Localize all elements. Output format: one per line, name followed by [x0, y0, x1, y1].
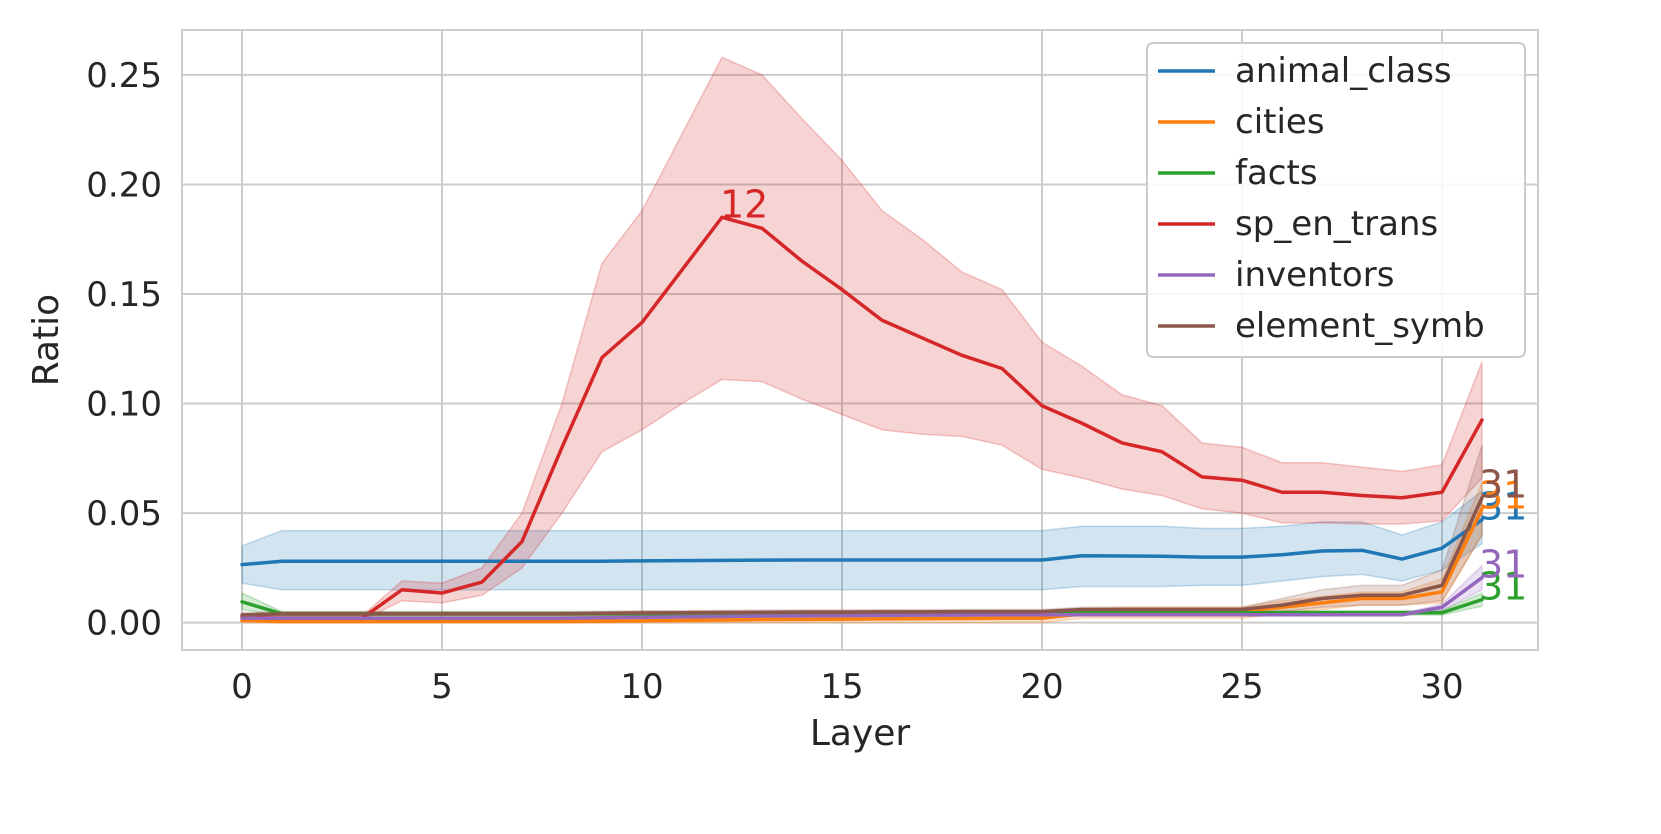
- x-tick-label: 30: [1420, 667, 1463, 707]
- y-tick-label: 0.15: [86, 275, 162, 315]
- y-tick-label: 0.10: [86, 385, 162, 425]
- axes-frame: [181, 29, 1539, 651]
- x-tick-label: 10: [620, 667, 663, 707]
- legend-label-animal_class: animal_class: [1235, 51, 1452, 91]
- line-animal_class: [240, 517, 1484, 567]
- label-facts: 31: [1479, 565, 1527, 609]
- x-tick-label: 15: [820, 667, 863, 707]
- line-inventors: [240, 575, 1484, 620]
- legend-box: [1146, 42, 1526, 358]
- band-sp_en_trans: [241, 56, 1483, 622]
- x-axis-title: Layer: [810, 713, 911, 754]
- x-tick-label: 0: [231, 667, 253, 707]
- x-tick-label: 25: [1220, 667, 1263, 707]
- y-tick-label: 0.20: [86, 165, 162, 205]
- legend-label-element_symb: element_symb: [1235, 306, 1485, 346]
- line-cities: [240, 506, 1484, 624]
- legend-label-cities: cities: [1235, 102, 1325, 142]
- y-tick-label: 0.00: [86, 604, 162, 644]
- line-sp_en_trans: [240, 215, 1484, 620]
- y-tick-label: 0.25: [86, 56, 162, 96]
- x-tick-labels: 0 5 10 15 20 25 30: [231, 667, 1463, 707]
- label-cities: 31: [1479, 474, 1527, 518]
- y-tick-label: 0.05: [86, 494, 162, 534]
- label-animal_class: 31: [1479, 485, 1527, 529]
- legend-label-facts: facts: [1235, 153, 1318, 193]
- series-lines: [240, 215, 1484, 624]
- y-tick-labels: 0.00 0.05 0.10 0.15 0.20 0.25: [86, 56, 162, 644]
- label-element_symb: 31: [1479, 463, 1527, 507]
- y-axis-title: Ratio: [26, 294, 67, 386]
- x-tick-label: 20: [1020, 667, 1063, 707]
- legend-label-inventors: inventors: [1235, 255, 1394, 295]
- line-element_symb: [240, 495, 1484, 617]
- band-animal_class: [241, 489, 1483, 591]
- x-tick-label: 5: [431, 667, 453, 707]
- label-sp_en_trans: 12: [720, 182, 768, 226]
- label-inventors: 31: [1479, 543, 1527, 587]
- legend-label-sp_en_trans: sp_en_trans: [1235, 204, 1438, 244]
